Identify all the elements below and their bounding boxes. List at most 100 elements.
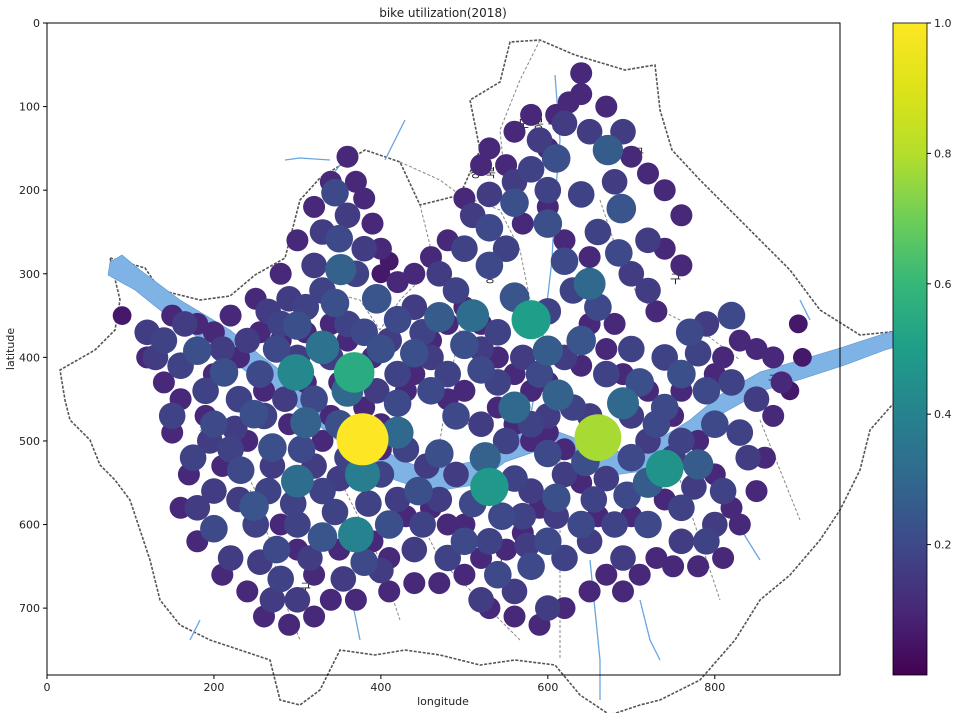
colorbar-tick-label: 0.2 bbox=[934, 539, 952, 552]
district-label: 구 bbox=[300, 581, 311, 595]
scatter-point bbox=[541, 144, 571, 173]
scatter-point bbox=[301, 252, 327, 279]
scatter-point bbox=[675, 318, 704, 347]
scatter-point bbox=[593, 360, 620, 388]
x-tick-label: 600 bbox=[537, 681, 558, 694]
scatter-point bbox=[400, 338, 429, 368]
scatter-point bbox=[606, 193, 637, 224]
colorbar-tick-label: 1.0 bbox=[934, 17, 952, 30]
x-axis-label: longitude bbox=[417, 695, 469, 708]
scatter-point bbox=[653, 179, 676, 202]
scatter-point bbox=[580, 486, 608, 513]
scatter-point bbox=[745, 480, 768, 503]
scatter-point bbox=[550, 247, 579, 275]
scatter-point bbox=[353, 187, 376, 210]
scatter-point bbox=[712, 547, 735, 569]
scatter-point bbox=[470, 154, 493, 177]
scatter-point bbox=[573, 267, 606, 300]
scatter-point bbox=[450, 527, 479, 556]
scatter-point bbox=[595, 95, 618, 118]
scatter-point bbox=[625, 368, 654, 397]
scatter-point bbox=[158, 402, 186, 430]
y-tick-label: 500 bbox=[19, 435, 40, 448]
scatter-point bbox=[670, 204, 693, 227]
scatter-point bbox=[321, 178, 349, 207]
scatter-point bbox=[567, 181, 595, 208]
scatter-point bbox=[236, 580, 259, 603]
scatter-point bbox=[584, 293, 612, 322]
scatter-point bbox=[728, 513, 751, 536]
scatter-point bbox=[309, 477, 336, 505]
scatter-point bbox=[300, 385, 328, 414]
scatter-point bbox=[403, 572, 426, 595]
scatter-point bbox=[200, 514, 228, 543]
scatter-point bbox=[150, 327, 178, 354]
scatter-point bbox=[468, 587, 494, 613]
scatter-point bbox=[246, 360, 274, 388]
scatter-point bbox=[601, 511, 628, 538]
scatter-point bbox=[684, 339, 712, 367]
scatter-point bbox=[201, 478, 227, 504]
scatter-point bbox=[484, 319, 512, 346]
x-tick-label: 400 bbox=[370, 681, 391, 694]
scatter-point bbox=[320, 288, 350, 318]
scatter-point bbox=[184, 495, 211, 521]
scatter-point bbox=[578, 580, 601, 603]
scatter-point bbox=[510, 344, 536, 371]
scatter-point bbox=[277, 354, 315, 391]
scatter-point bbox=[278, 613, 301, 636]
scatter-point bbox=[603, 312, 626, 335]
y-tick-label: 400 bbox=[19, 351, 40, 364]
scatter-point bbox=[526, 127, 553, 153]
scatter-point bbox=[287, 435, 316, 464]
scatter-point bbox=[612, 580, 634, 603]
y-tick-label: 300 bbox=[19, 268, 40, 281]
scatter-point bbox=[179, 444, 207, 472]
scatter-point bbox=[476, 181, 503, 208]
scatter-point bbox=[687, 555, 710, 578]
colorbar-tick-label: 0.8 bbox=[934, 147, 952, 160]
scatter-point bbox=[488, 502, 516, 530]
scatter-point bbox=[456, 299, 490, 332]
scatter-point bbox=[735, 444, 761, 471]
scatter-point bbox=[442, 402, 470, 430]
scatter-point bbox=[534, 176, 562, 204]
scatter-point bbox=[532, 335, 563, 366]
scatter-point bbox=[283, 311, 312, 340]
scatter-point bbox=[183, 336, 212, 366]
scatter-point bbox=[319, 588, 342, 611]
scatter-point bbox=[593, 465, 620, 492]
scatter-point bbox=[350, 548, 379, 576]
scatter-point bbox=[383, 305, 412, 334]
scatter-point bbox=[634, 510, 662, 539]
scatter-point bbox=[514, 532, 540, 559]
scatter-point bbox=[668, 494, 695, 522]
scatter-point bbox=[628, 563, 651, 586]
scatter-point bbox=[284, 587, 311, 613]
scatter-point bbox=[534, 527, 562, 556]
scatter-point bbox=[551, 110, 578, 137]
scatter-point bbox=[334, 202, 361, 229]
scatter-point bbox=[303, 195, 326, 218]
scatter-point bbox=[520, 103, 543, 126]
scatter-point bbox=[470, 467, 509, 507]
scatter-point bbox=[307, 522, 338, 552]
scatter-point bbox=[743, 386, 770, 413]
scatter-point bbox=[333, 352, 375, 393]
scatter-point bbox=[511, 300, 551, 340]
scatter-point bbox=[476, 528, 503, 555]
scatter-point bbox=[617, 443, 646, 472]
scatter-point bbox=[788, 314, 808, 334]
scatter-point bbox=[386, 271, 409, 294]
scatter-point bbox=[200, 410, 228, 439]
scatter-point bbox=[325, 254, 357, 286]
scatter-point bbox=[793, 348, 812, 367]
colorbar-tick-label: 0.6 bbox=[934, 278, 952, 291]
scatter-point bbox=[403, 262, 426, 285]
scatter-point bbox=[303, 605, 326, 628]
scatter-point bbox=[717, 301, 746, 330]
scatter-point bbox=[404, 476, 433, 506]
scatter-point bbox=[718, 369, 745, 396]
scatter-point bbox=[534, 439, 562, 468]
scatter-point bbox=[620, 145, 643, 168]
